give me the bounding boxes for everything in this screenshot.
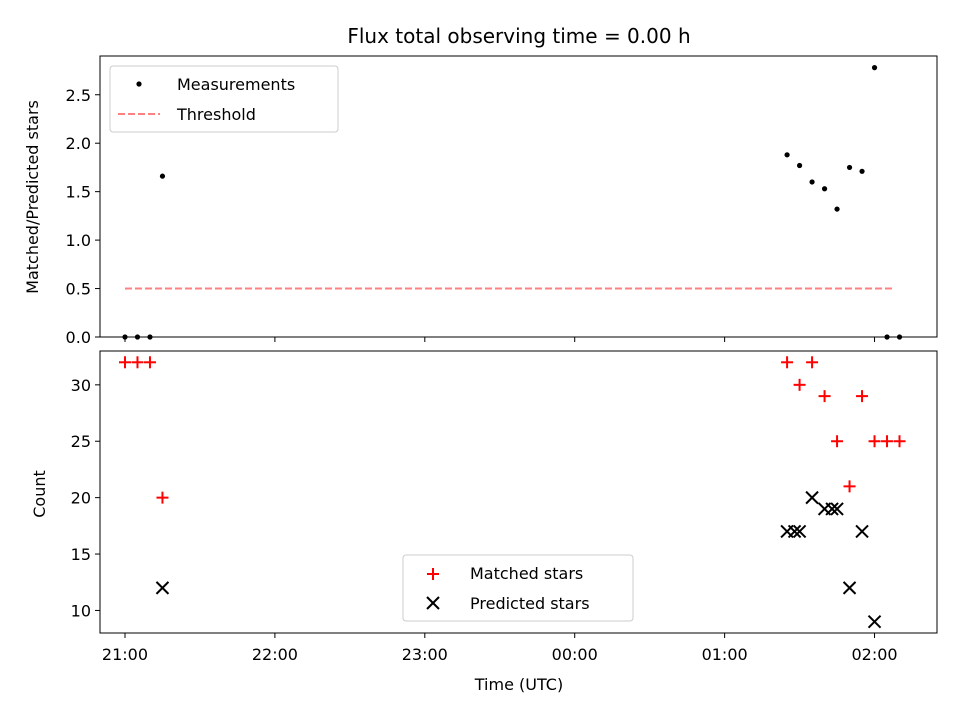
x-tick-label: 01:00 <box>702 645 748 664</box>
bottom-series <box>118 356 906 629</box>
measurement-point <box>821 186 828 192</box>
bottom-y-tick-label: 15 <box>71 545 91 564</box>
matched-star-point <box>893 435 906 448</box>
legend-measurements-marker <box>136 81 142 87</box>
top-panel: 0.0 0.5 1.0 1.5 2.0 2.5 Matched/Predicted sta… <box>23 55 938 347</box>
measurement-point <box>809 179 815 185</box>
top-y-tick-label: 1.0 <box>66 231 91 250</box>
measurement-point <box>796 162 803 169</box>
predicted-star-point <box>842 581 857 595</box>
measurement-point <box>871 65 878 71</box>
matched-star-point <box>818 390 831 403</box>
top-y-tick-label: 2.0 <box>66 134 91 153</box>
top-axes-frame <box>99 55 938 338</box>
bottom-legend: Matched stars Predicted stars <box>402 554 634 622</box>
measurement-point <box>859 168 865 174</box>
legend-predicted-label: Predicted stars <box>470 594 590 613</box>
measurement-point <box>846 164 853 171</box>
top-legend: Measurements Threshold <box>109 65 339 133</box>
legend-matched-marker <box>427 568 439 580</box>
matched-star-point <box>856 390 869 403</box>
matched-star-point <box>831 435 844 448</box>
legend-predicted-marker <box>426 596 440 610</box>
legend-threshold-label: Threshold <box>176 105 256 124</box>
top-axis-ticks: 0.0 0.5 1.0 1.5 2.0 2.5 <box>66 86 876 347</box>
matched-star-point <box>781 356 794 369</box>
top-legend-box <box>109 65 339 133</box>
bottom-axis-ticks: 10 15 20 25 30 21:00 22:00 23:00 00:00 01:00 02:00 <box>71 376 898 664</box>
bottom-y-axis-label: Count <box>30 470 49 518</box>
predicted-star-point <box>787 524 802 539</box>
bottom-panel: 10 15 20 25 30 21:00 22:00 23:00 00:00 01:00 02:00… <box>30 350 938 694</box>
matched-star-point <box>143 356 156 369</box>
matched-star-point <box>131 356 144 369</box>
predicted-star-point <box>155 581 170 595</box>
measurement-point <box>159 173 166 179</box>
top-y-tick-label: 0.0 <box>66 328 91 347</box>
matched-star-point <box>881 435 894 448</box>
x-tick-label: 00:00 <box>552 645 598 664</box>
top-y-tick-label: 0.5 <box>66 280 91 299</box>
chart-title: Flux total observing time = 0.00 h <box>347 24 690 48</box>
top-y-tick-label: 2.5 <box>66 86 91 105</box>
top-y-axis-label: Matched/Predicted stars <box>23 100 42 294</box>
matched-star-point <box>793 378 806 391</box>
x-tick-label: 22:00 <box>252 645 298 664</box>
bottom-axes-frame <box>99 350 938 634</box>
legend-measurements-label: Measurements <box>177 75 295 94</box>
measurement-point <box>784 152 790 158</box>
matched-star-point <box>156 491 169 504</box>
bottom-y-tick-label: 30 <box>71 376 91 395</box>
x-tick-label: 02:00 <box>851 645 897 664</box>
matched-star-point <box>118 356 131 369</box>
legend-matched-label: Matched stars <box>470 564 583 583</box>
x-tick-label: 23:00 <box>402 645 448 664</box>
predicted-star-point <box>830 502 844 516</box>
bottom-y-tick-label: 20 <box>71 489 91 508</box>
matched-star-point <box>843 480 856 493</box>
bottom-y-tick-label: 25 <box>71 432 91 451</box>
x-axis-label: Time (UTC) <box>474 675 563 694</box>
measurement-point <box>834 206 840 212</box>
predicted-star-point <box>855 524 869 539</box>
bottom-y-tick-label: 10 <box>71 601 91 620</box>
predicted-star-point <box>792 524 807 539</box>
bottom-legend-box <box>402 554 634 622</box>
matched-star-point <box>868 435 881 448</box>
predicted-star-point <box>867 615 882 629</box>
matched-star-point <box>806 356 819 369</box>
top-y-tick-label: 1.5 <box>66 183 91 202</box>
predicted-star-point <box>825 502 839 516</box>
predicted-star-point <box>805 490 819 505</box>
x-tick-label: 21:00 <box>102 645 148 664</box>
